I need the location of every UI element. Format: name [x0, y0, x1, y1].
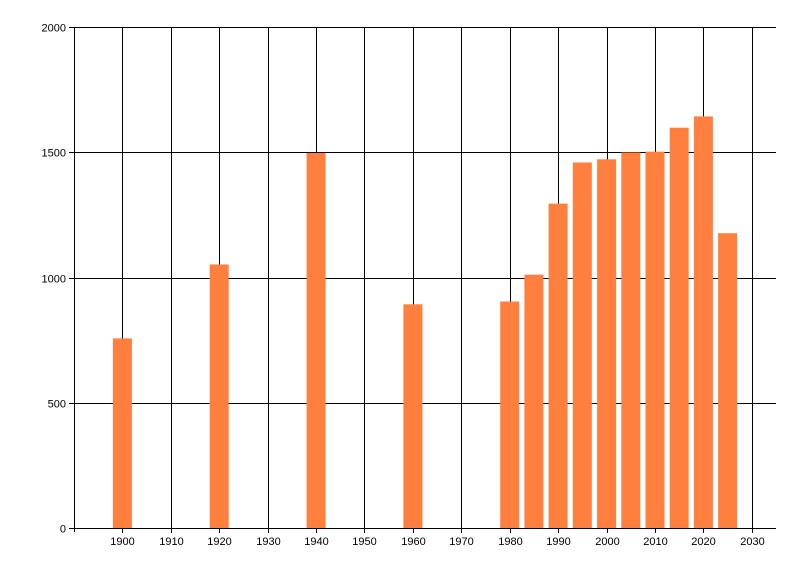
bar-1995	[572, 162, 592, 528]
y-tick-label-1000: 1000	[42, 274, 66, 286]
x-tick-label-2010: 2010	[643, 536, 667, 548]
y-axis-ticks: 0 500 1000 1500 2000	[42, 23, 74, 536]
x-tick-label-1940: 1940	[304, 536, 328, 548]
x-tick-label-1980: 1980	[498, 536, 522, 548]
x-tick-label-1930: 1930	[256, 536, 280, 548]
bar-1920	[209, 264, 229, 528]
bar-2010	[645, 151, 665, 528]
bar-1980	[500, 301, 520, 528]
bar-2025	[718, 233, 738, 528]
bar-2020	[693, 116, 713, 529]
x-tick-label-1990: 1990	[546, 536, 570, 548]
bar-1985	[524, 274, 544, 528]
x-tick-label-2020: 2020	[691, 536, 715, 548]
y-tick-label-1500: 1500	[42, 148, 66, 160]
bar-2000	[597, 159, 617, 529]
y-tick-label-2000: 2000	[42, 23, 66, 35]
x-tick-label-2030: 2030	[740, 536, 764, 548]
y-tick-label-500: 500	[48, 399, 66, 411]
bar-1900	[112, 338, 132, 528]
axes	[70, 27, 776, 532]
bar-2015	[669, 127, 689, 528]
bar-2005	[621, 152, 641, 528]
x-axis-ticks: 1900 1910 1920 1930 1940 1950 1960 1970 1980 1990…	[110, 528, 765, 548]
bars	[112, 116, 738, 529]
x-tick-label-1960: 1960	[401, 536, 425, 548]
x-tick-label-1970: 1970	[449, 536, 473, 548]
x-tick-label-2000: 2000	[595, 536, 619, 548]
x-tick-label-1900: 1900	[110, 536, 134, 548]
bar-1940	[306, 153, 326, 528]
x-tick-label-1950: 1950	[352, 536, 376, 548]
y-tick-label-0: 0	[60, 524, 66, 536]
x-tick-label-1910: 1910	[159, 536, 183, 548]
x-tick-label-1920: 1920	[207, 536, 231, 548]
bar-1990	[548, 203, 568, 528]
bar-1960	[403, 304, 423, 528]
